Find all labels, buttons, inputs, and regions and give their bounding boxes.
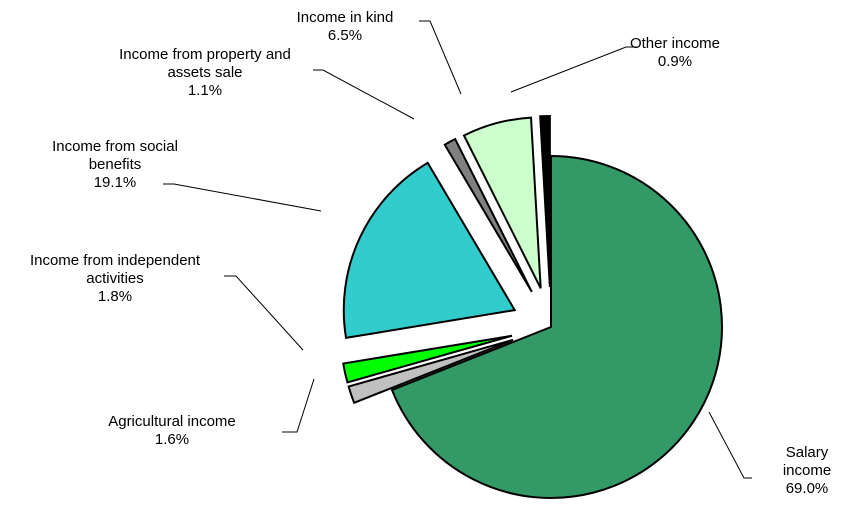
slice-label-agricultural-income: Agricultural income — [108, 413, 236, 430]
slice-label-income-from-independent-activities: activities — [86, 270, 144, 287]
slice-income-from-independent-activities — [342, 334, 513, 384]
value-label-other-income: 0.9% — [658, 53, 692, 70]
slice-label-salary-income: Salary — [786, 444, 829, 461]
slice-label-salary-income: income — [783, 462, 831, 479]
slice-income-in-kind — [462, 116, 542, 289]
leader-line-income-in-kind — [419, 20, 462, 95]
leader-line-other-income — [510, 46, 637, 93]
leader-line-income-from-social-benefits — [163, 183, 322, 212]
value-label-income-from-property-and-assets-sale: 1.1% — [188, 82, 222, 99]
value-label-income-in-kind: 6.5% — [328, 27, 362, 44]
slice-label-income-from-social-benefits: benefits — [89, 156, 142, 173]
slice-label-income-from-social-benefits: Income from social — [52, 138, 178, 155]
leader-line-income-from-property-and-assets-sale — [313, 69, 415, 120]
value-label-salary-income: 69.0% — [786, 480, 829, 497]
value-label-agricultural-income: 1.6% — [155, 431, 189, 448]
slice-label-income-in-kind: Income in kind — [297, 9, 394, 26]
slice-label-income-from-independent-activities: Income from independent — [30, 252, 201, 269]
pie-slices — [342, 115, 724, 499]
leader-lines — [163, 20, 752, 479]
slice-income-from-social-benefits — [342, 161, 517, 340]
slice-label-income-from-property-and-assets-sale: assets sale — [167, 64, 242, 81]
slice-label-income-from-property-and-assets-sale: Income from property and — [119, 46, 291, 63]
leader-line-agricultural-income — [282, 378, 315, 433]
slice-income-from-property-and-assets-sale — [443, 137, 533, 293]
leader-line-salary-income — [708, 411, 752, 479]
slice-salary-income — [390, 154, 724, 499]
value-label-income-from-independent-activities: 1.8% — [98, 288, 132, 305]
slice-label-other-income: Other income — [630, 35, 720, 52]
leader-line-income-from-independent-activities — [224, 275, 304, 351]
slice-other-income — [539, 115, 551, 288]
value-label-income-from-social-benefits: 19.1% — [94, 174, 137, 191]
slice-agricultural-income — [347, 338, 514, 405]
